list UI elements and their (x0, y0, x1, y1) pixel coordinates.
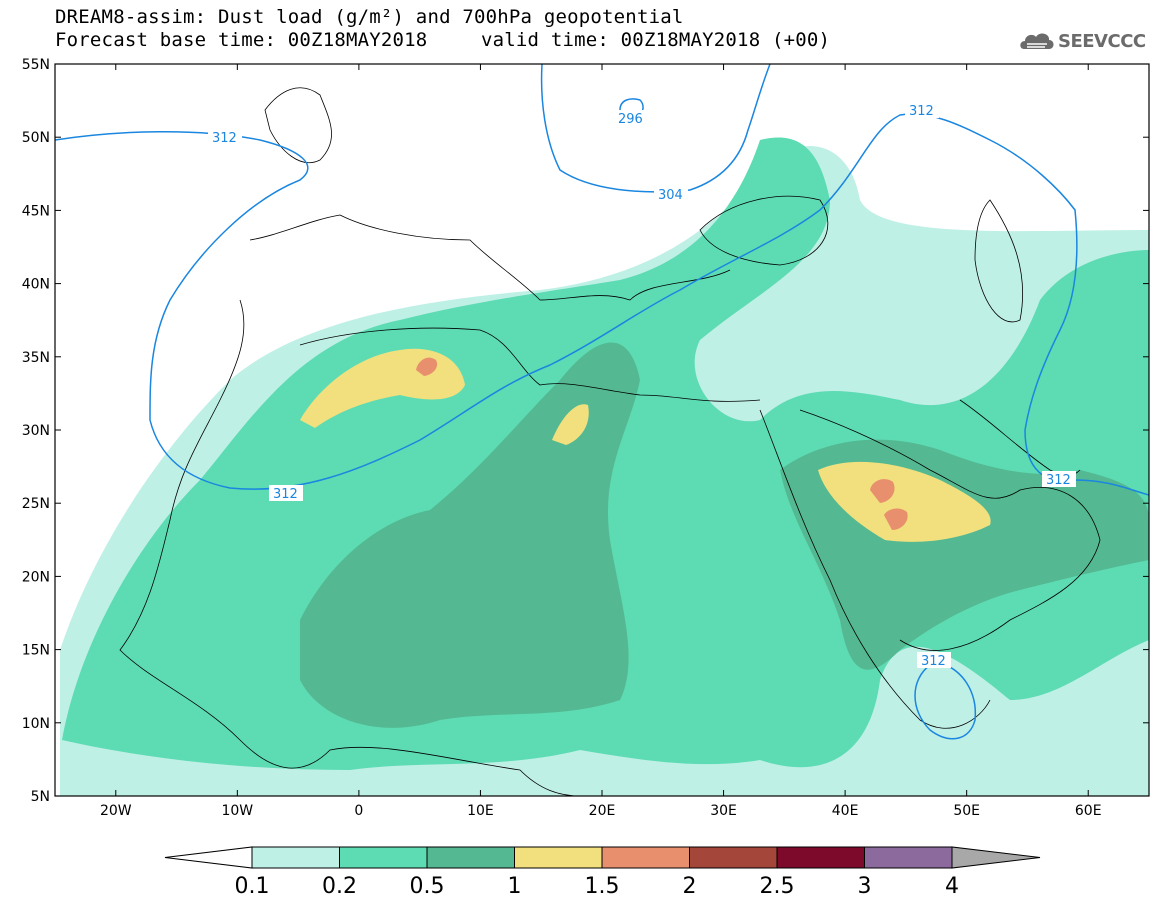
map-title: DREAM8-assim: Dust load (g/m²) and 700hP… (55, 6, 684, 28)
forecast-time-line: Forecast base time: 00Z18MAY2018 valid ti… (55, 29, 830, 51)
lon-tick-label: 10E (467, 803, 494, 819)
dust-band-1-libya (552, 404, 589, 445)
lon-tick-label: 30E (710, 803, 737, 819)
seevccc-logo: SEEVCCC (1018, 27, 1158, 57)
lat-tick-label: 55N (22, 57, 50, 73)
dust-band-1.5-algeria (416, 357, 438, 376)
cloud-logo-icon (1020, 33, 1054, 49)
lon-tick-label: 20W (100, 803, 132, 819)
coastline-black-sea (699, 195, 829, 266)
lat-tick-label: 35N (22, 350, 50, 366)
colorbar-segment (514, 846, 603, 869)
colorbar-segment (864, 846, 953, 869)
contour-label-304: 304 (658, 188, 683, 203)
lat-tick-label: 5N (31, 789, 50, 805)
colorbar-label: 4 (945, 874, 959, 899)
dust-band-1.5-arabia-north (870, 479, 895, 503)
colorbar-label: 0.5 (410, 874, 445, 899)
logo-text: SEEVCCC (1058, 31, 1146, 52)
lat-tick-label: 40N (22, 277, 50, 293)
lon-tick-label: 10W (221, 803, 253, 819)
base-time-text: Forecast base time: 00Z18MAY2018 (55, 29, 428, 51)
contour-label-312-gulf: 312 (1046, 473, 1071, 488)
colorbar-segment (426, 846, 515, 869)
lat-tick-label: 20N (22, 569, 50, 585)
contour-312-horn (914, 664, 977, 740)
contour-label-296: 296 (618, 112, 643, 127)
dust-band-1-arabia (818, 461, 991, 542)
contour-label-312-atlantic: 312 (212, 131, 237, 146)
lon-tick-label: 40E (832, 803, 859, 819)
colorbar-under-arrow (164, 846, 253, 869)
coastline-red-sea (759, 409, 991, 729)
lat-tick-label: 10N (22, 716, 50, 732)
coastlines (119, 87, 1101, 796)
lon-tick-label: 0 (354, 803, 363, 819)
colorbar-segment (601, 846, 690, 869)
lat-tick-label: 50N (22, 130, 50, 146)
lat-tick-label: 30N (22, 423, 50, 439)
coastline-arabia (799, 409, 1101, 651)
valid-time-text: valid time: 00Z18MAY2018 (+00) (481, 29, 831, 51)
contour-label-312-caucasus: 312 (909, 104, 934, 119)
lat-tick-label: 45N (22, 203, 50, 219)
colorbar-label: 3 (858, 874, 872, 899)
coastline-europe (249, 214, 731, 301)
colorbar-segment (776, 846, 865, 869)
map-plot-area (55, 64, 1149, 796)
coastline-caspian (974, 199, 1024, 323)
lon-tick-label: 60E (1075, 803, 1102, 819)
lat-tick-label: 15N (22, 643, 50, 659)
contour-label-312-sahara: 312 (273, 487, 298, 502)
dust-band-1.5-arabia-south (884, 508, 908, 530)
latitude-axis: 55N 50N 45N 40N 35N 30N 25N 20N 15N 10N 5N (22, 57, 1149, 805)
longitude-axis: 20W 10W 0 10E 20E 30E 40E 50E 60E (100, 64, 1102, 819)
coastline-west-africa (119, 299, 581, 796)
contour-label-312-horn: 312 (921, 654, 946, 669)
colorbar-label: 1.5 (585, 874, 620, 899)
colorbar-label: 0.1 (235, 874, 270, 899)
colorbar-segment (339, 846, 428, 869)
coastline-britain (264, 87, 332, 163)
contour-label-group: 312 296 304 312 312 312 312 (208, 102, 1076, 669)
colorbar-label: 1 (508, 874, 522, 899)
dust-field (60, 137, 1149, 796)
lat-tick-label: 25N (22, 496, 50, 512)
colorbar-label: 0.2 (322, 874, 357, 899)
colorbar-over-arrow (951, 846, 1041, 869)
lon-tick-label: 20E (589, 803, 616, 819)
colorbar-segment (251, 846, 340, 869)
lon-tick-label: 50E (953, 803, 980, 819)
colorbar-segment (689, 846, 778, 869)
coastline-mediterranean (299, 327, 761, 402)
colorbar: 0.1 0.2 0.5 1 1.5 2 2.5 3 4 (164, 846, 1041, 899)
colorbar-label: 2 (683, 874, 697, 899)
contour-312-west (55, 113, 1149, 496)
colorbar-label: 2.5 (760, 874, 795, 899)
